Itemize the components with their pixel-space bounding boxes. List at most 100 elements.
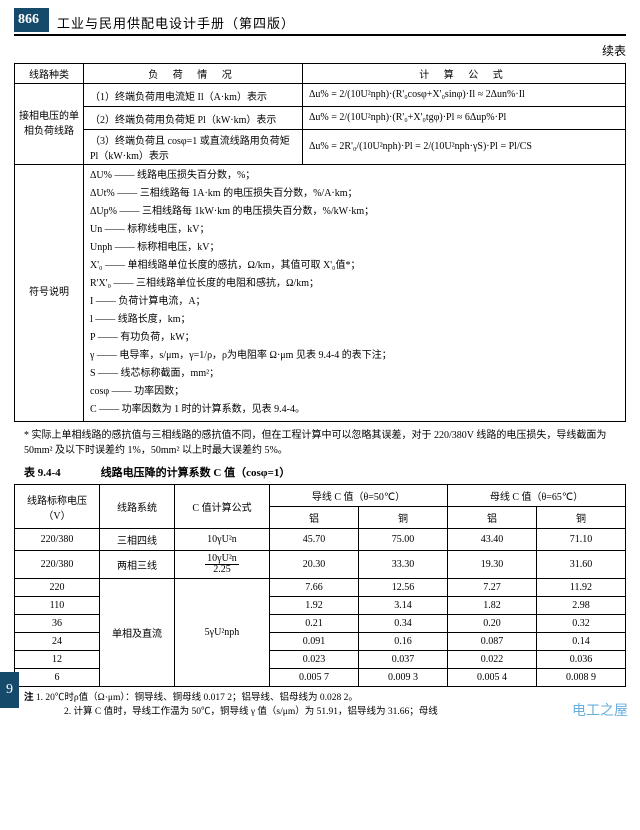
def-0: ΔU% —— 线路电压损失百分数，%；	[90, 167, 621, 185]
def-2: ΔUp% —— 三相线路每 1kW·km 的电压损失百分数，%/kW·km；	[90, 203, 621, 221]
t2-r2-al: 7.66	[270, 579, 359, 597]
t2-r2-al2: 7.27	[448, 579, 537, 597]
footnote-2: 2. 计算 C 值时，导线工作温为 50℃，铜导线 γ 值（s/μm）为 51.…	[64, 707, 438, 717]
t2-r7-al2: 0.005 4	[448, 669, 537, 687]
def-7: I —— 负荷计算电流，A；	[90, 293, 621, 311]
t2-sub-cu: 铜	[359, 507, 448, 529]
t2-r1-al2: 19.30	[448, 551, 537, 579]
def-11: S —— 线芯标称截面，mm²；	[90, 365, 621, 383]
t2-r1-v: 220/380	[15, 551, 100, 579]
table2-caption: 线路电压降的计算系数 C 值（cosφ=1）	[101, 464, 291, 480]
t2-r1-al: 20.30	[270, 551, 359, 579]
t2-r6-al: 0.023	[270, 651, 359, 669]
t2-r4-al: 0.21	[270, 615, 359, 633]
t2-g2: 母线 C 值（θ=65℃）	[448, 485, 626, 507]
table-row: 220/380 三相四线 10γU²n 45.70 75.00 43.40 71…	[15, 529, 626, 551]
t2-r4-cu2: 0.32	[537, 615, 626, 633]
coefficient-table: 线路标称电压（V） 线路系统 C 值计算公式 导线 C 值（θ=50℃） 母线 …	[14, 484, 626, 687]
t2-sub-cu2: 铜	[537, 507, 626, 529]
t2-r3-cu2: 2.98	[537, 597, 626, 615]
def-3: Un —— 标称线电压，kV；	[90, 221, 621, 239]
t2-sub-al2: 铝	[448, 507, 537, 529]
t2-g1: 导线 C 值（θ=50℃）	[270, 485, 448, 507]
t1-h1: 线路种类	[15, 64, 84, 84]
table2-title: 表 9.4-4 线路电压降的计算系数 C 值（cosφ=1）	[24, 464, 626, 480]
t2-r0-v: 220/380	[15, 529, 100, 551]
chapter-tab: 9	[0, 672, 19, 708]
def-12: cosφ —— 功率因数；	[90, 383, 621, 401]
table-row: 220 单相及直流 5γU²nph 7.66 12.56 7.27 11.92	[15, 579, 626, 597]
t2-r3-v: 110	[15, 597, 100, 615]
t2-r6-cu: 0.037	[359, 651, 448, 669]
t2-r1-cu2: 31.60	[537, 551, 626, 579]
t2-r0-cu: 75.00	[359, 529, 448, 551]
t2-r5-al: 0.091	[270, 633, 359, 651]
t2-r4-al2: 0.20	[448, 615, 537, 633]
t2-sub-al: 铝	[270, 507, 359, 529]
t2-r5-cu: 0.16	[359, 633, 448, 651]
table-row: 220/380 两相三线 10γU²n2.25 20.30 33.30 19.3…	[15, 551, 626, 579]
t2-r0-f: 10γU²n	[175, 529, 270, 551]
t2-r3-al: 1.92	[270, 597, 359, 615]
t2-r2-v: 220	[15, 579, 100, 597]
page-number-tab: 866	[14, 8, 49, 32]
t2-merged-f: 5γU²nph	[175, 579, 270, 687]
t2-r5-al2: 0.087	[448, 633, 537, 651]
table2-num: 表 9.4-4	[24, 464, 61, 480]
def-13: C —— 功率因数为 1 时的计算系数，见表 9.4-4。	[90, 401, 621, 419]
t1-r2-formula: Δu% = 2/(10U²nph)·(R'₀+X'₀tgφ)·Pl ≈ 6Δup…	[303, 107, 626, 130]
def-10: γ —— 电导率，s/μm，γ=1/ρ，ρ为电阻率 Ω·μm 见表 9.4-4 …	[90, 347, 621, 365]
t1-r1-formula: Δu% = 2/(10U²nph)·(R'₀cosφ+X'₀sinφ)·Il ≈…	[303, 84, 626, 107]
t2-r2-cu2: 11.92	[537, 579, 626, 597]
t2-r6-cu2: 0.036	[537, 651, 626, 669]
t2-r1-cu: 33.30	[359, 551, 448, 579]
t2-h2: 线路系统	[100, 485, 175, 529]
footnotes-block: 注 1. 20℃时ρ值（Ω·μm）：铜导线、铜母线 0.017 2；铝导线、铝母…	[44, 691, 616, 720]
def-6: R'X'₀ —— 三相线路单位长度的电阻和感抗，Ω/km；	[90, 275, 621, 293]
t2-r7-cu: 0.009 3	[359, 669, 448, 687]
def-8: l —— 线路长度，km；	[90, 311, 621, 329]
t2-r0-sys: 三相四线	[100, 529, 175, 551]
t1-r2-load: （2）终端负荷用负荷矩 Pl（kW·km）表示	[84, 107, 303, 130]
t2-r6-v: 12	[15, 651, 100, 669]
symbol-label: 符号说明	[15, 165, 84, 422]
formula-table: 线路种类 负 荷 情 况 计 算 公 式 接相电压的单相负荷线路 （1）终端负荷…	[14, 63, 626, 422]
t2-r5-v: 24	[15, 633, 100, 651]
t2-r0-cu2: 71.10	[537, 529, 626, 551]
t1-r3-formula: Δu% = 2R'₀/(10U²nph)·Pl = 2/(10U²nph·γS)…	[303, 130, 626, 165]
t1-r3-load: （3）终端负荷且 cosφ=1 或直流线路用负荷矩 Pl（kW·km）表示	[84, 130, 303, 165]
definitions-cell: ΔU% —— 线路电压损失百分数，%； ΔUt% —— 三相线路每 1A·km …	[84, 165, 626, 422]
t1-h3: 计 算 公 式	[303, 64, 626, 84]
t2-r0-al: 45.70	[270, 529, 359, 551]
t1-h2: 负 荷 情 况	[84, 64, 303, 84]
t2-r7-v: 6	[15, 669, 100, 687]
footnote-1: 1. 20℃时ρ值（Ω·μm）：铜导线、铜母线 0.017 2；铝导线、铝母线为…	[36, 693, 358, 703]
t2-merged-sys: 单相及直流	[100, 579, 175, 687]
t1-side-label: 接相电压的单相负荷线路	[15, 84, 84, 165]
t2-r3-al2: 1.82	[448, 597, 537, 615]
t2-r2-cu: 12.56	[359, 579, 448, 597]
t2-r4-cu: 0.34	[359, 615, 448, 633]
t2-r1-f: 10γU²n2.25	[175, 551, 270, 579]
def-4: Unph —— 标称相电压，kV；	[90, 239, 621, 257]
page-header: 866 工业与民用供配电设计手册（第四版）	[14, 8, 626, 36]
t2-r7-cu2: 0.008 9	[537, 669, 626, 687]
t2-r4-v: 36	[15, 615, 100, 633]
footnote-label: 注	[24, 693, 34, 703]
t1-r1-load: （1）终端负荷用电流矩 Il（A·km）表示	[84, 84, 303, 107]
def-9: P —— 有功负荷，kW；	[90, 329, 621, 347]
t2-r5-cu2: 0.14	[537, 633, 626, 651]
continue-label: 续表	[14, 42, 626, 59]
book-title: 工业与民用供配电设计手册（第四版）	[57, 13, 295, 32]
t2-r3-cu: 3.14	[359, 597, 448, 615]
def-5: X'₀ —— 单相线路单位长度的感抗，Ω/km，其值可取 X'₀值*；	[90, 257, 621, 275]
t2-r1-sys: 两相三线	[100, 551, 175, 579]
def-1: ΔUt% —— 三相线路每 1A·km 的电压损失百分数，%/A·km；	[90, 185, 621, 203]
t2-r0-al2: 43.40	[448, 529, 537, 551]
t2-h3: C 值计算公式	[175, 485, 270, 529]
t2-r6-al2: 0.022	[448, 651, 537, 669]
star-note: * 实际上单相线路的感抗值与三相线路的感抗值不同，但在工程计算中可以忽略其误差，…	[24, 428, 616, 458]
watermark: 电工之屋	[572, 700, 628, 720]
t2-h1: 线路标称电压（V）	[15, 485, 100, 529]
t2-r7-al: 0.005 7	[270, 669, 359, 687]
